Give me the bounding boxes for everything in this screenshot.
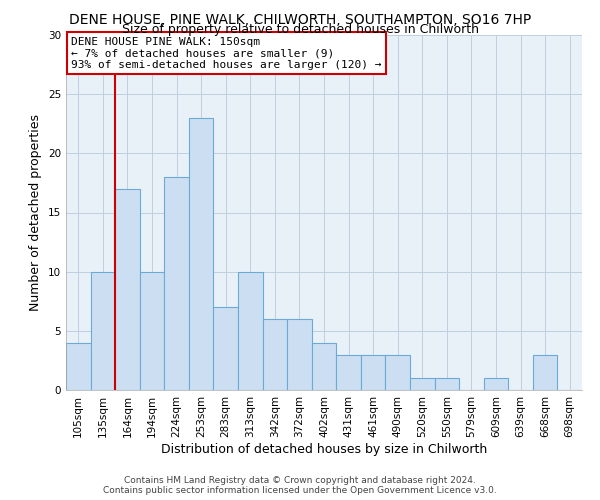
Bar xyxy=(533,354,557,390)
Bar xyxy=(115,189,140,390)
Bar xyxy=(238,272,263,390)
Text: Size of property relative to detached houses in Chilworth: Size of property relative to detached ho… xyxy=(121,22,479,36)
X-axis label: Distribution of detached houses by size in Chilworth: Distribution of detached houses by size … xyxy=(161,442,487,456)
Bar xyxy=(66,342,91,390)
Bar xyxy=(287,319,312,390)
Text: DENE HOUSE, PINE WALK, CHILWORTH, SOUTHAMPTON, SO16 7HP: DENE HOUSE, PINE WALK, CHILWORTH, SOUTHA… xyxy=(69,12,531,26)
Bar xyxy=(91,272,115,390)
Bar xyxy=(336,354,361,390)
Bar xyxy=(189,118,214,390)
Bar xyxy=(312,342,336,390)
Bar xyxy=(214,307,238,390)
Bar xyxy=(361,354,385,390)
Bar xyxy=(410,378,434,390)
Bar xyxy=(140,272,164,390)
Bar xyxy=(484,378,508,390)
Y-axis label: Number of detached properties: Number of detached properties xyxy=(29,114,43,311)
Bar xyxy=(434,378,459,390)
Bar xyxy=(385,354,410,390)
Bar xyxy=(164,177,189,390)
Bar xyxy=(263,319,287,390)
Text: Contains HM Land Registry data © Crown copyright and database right 2024.
Contai: Contains HM Land Registry data © Crown c… xyxy=(103,476,497,495)
Text: DENE HOUSE PINE WALK: 150sqm
← 7% of detached houses are smaller (9)
93% of semi: DENE HOUSE PINE WALK: 150sqm ← 7% of det… xyxy=(71,37,382,70)
